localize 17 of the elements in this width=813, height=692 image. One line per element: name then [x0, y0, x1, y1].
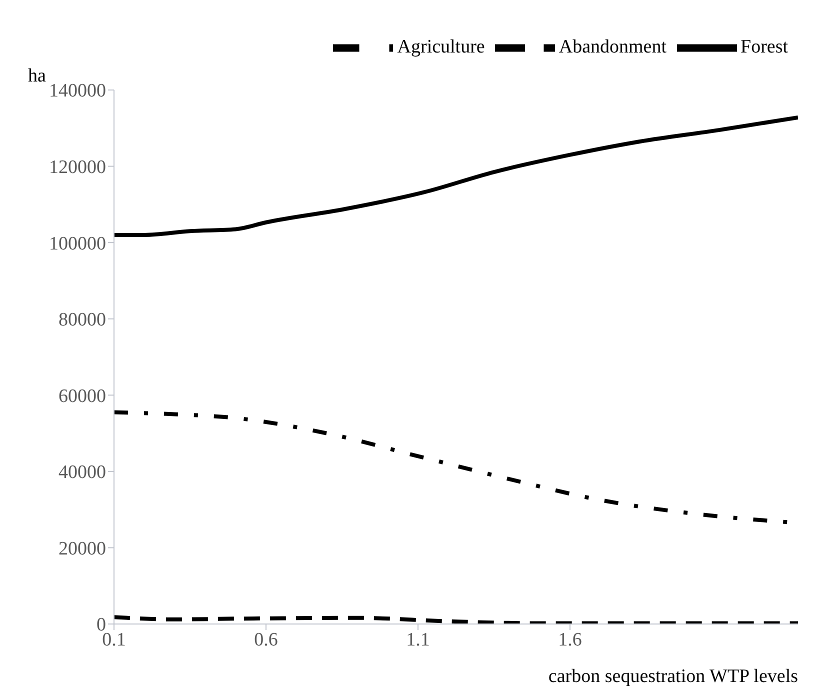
y-tick-label: 100000: [49, 233, 106, 254]
y-tick-label: 60000: [58, 386, 106, 407]
line-series: [114, 115, 798, 237]
x-tick-label: 0.1: [102, 629, 126, 650]
x-tick-label: 0.6: [254, 629, 278, 650]
y-axis-title: ha: [28, 65, 46, 86]
legend-label: Abandonment: [558, 36, 666, 58]
x-tick-label: 1.1: [406, 629, 430, 650]
y-tick-label: 80000: [58, 310, 106, 331]
y-tick-label: 40000: [58, 462, 106, 484]
legend-label: Forest: [740, 36, 788, 58]
x-axis-title: carbon sequestration WTP levels: [548, 666, 798, 687]
y-tick-label: 20000: [58, 538, 106, 560]
x-tick-label: 1.6: [558, 629, 582, 650]
y-tick-label: 120000: [49, 157, 106, 178]
legend-label: Agriculture: [397, 36, 485, 58]
y-tick-label: 140000: [49, 80, 106, 102]
